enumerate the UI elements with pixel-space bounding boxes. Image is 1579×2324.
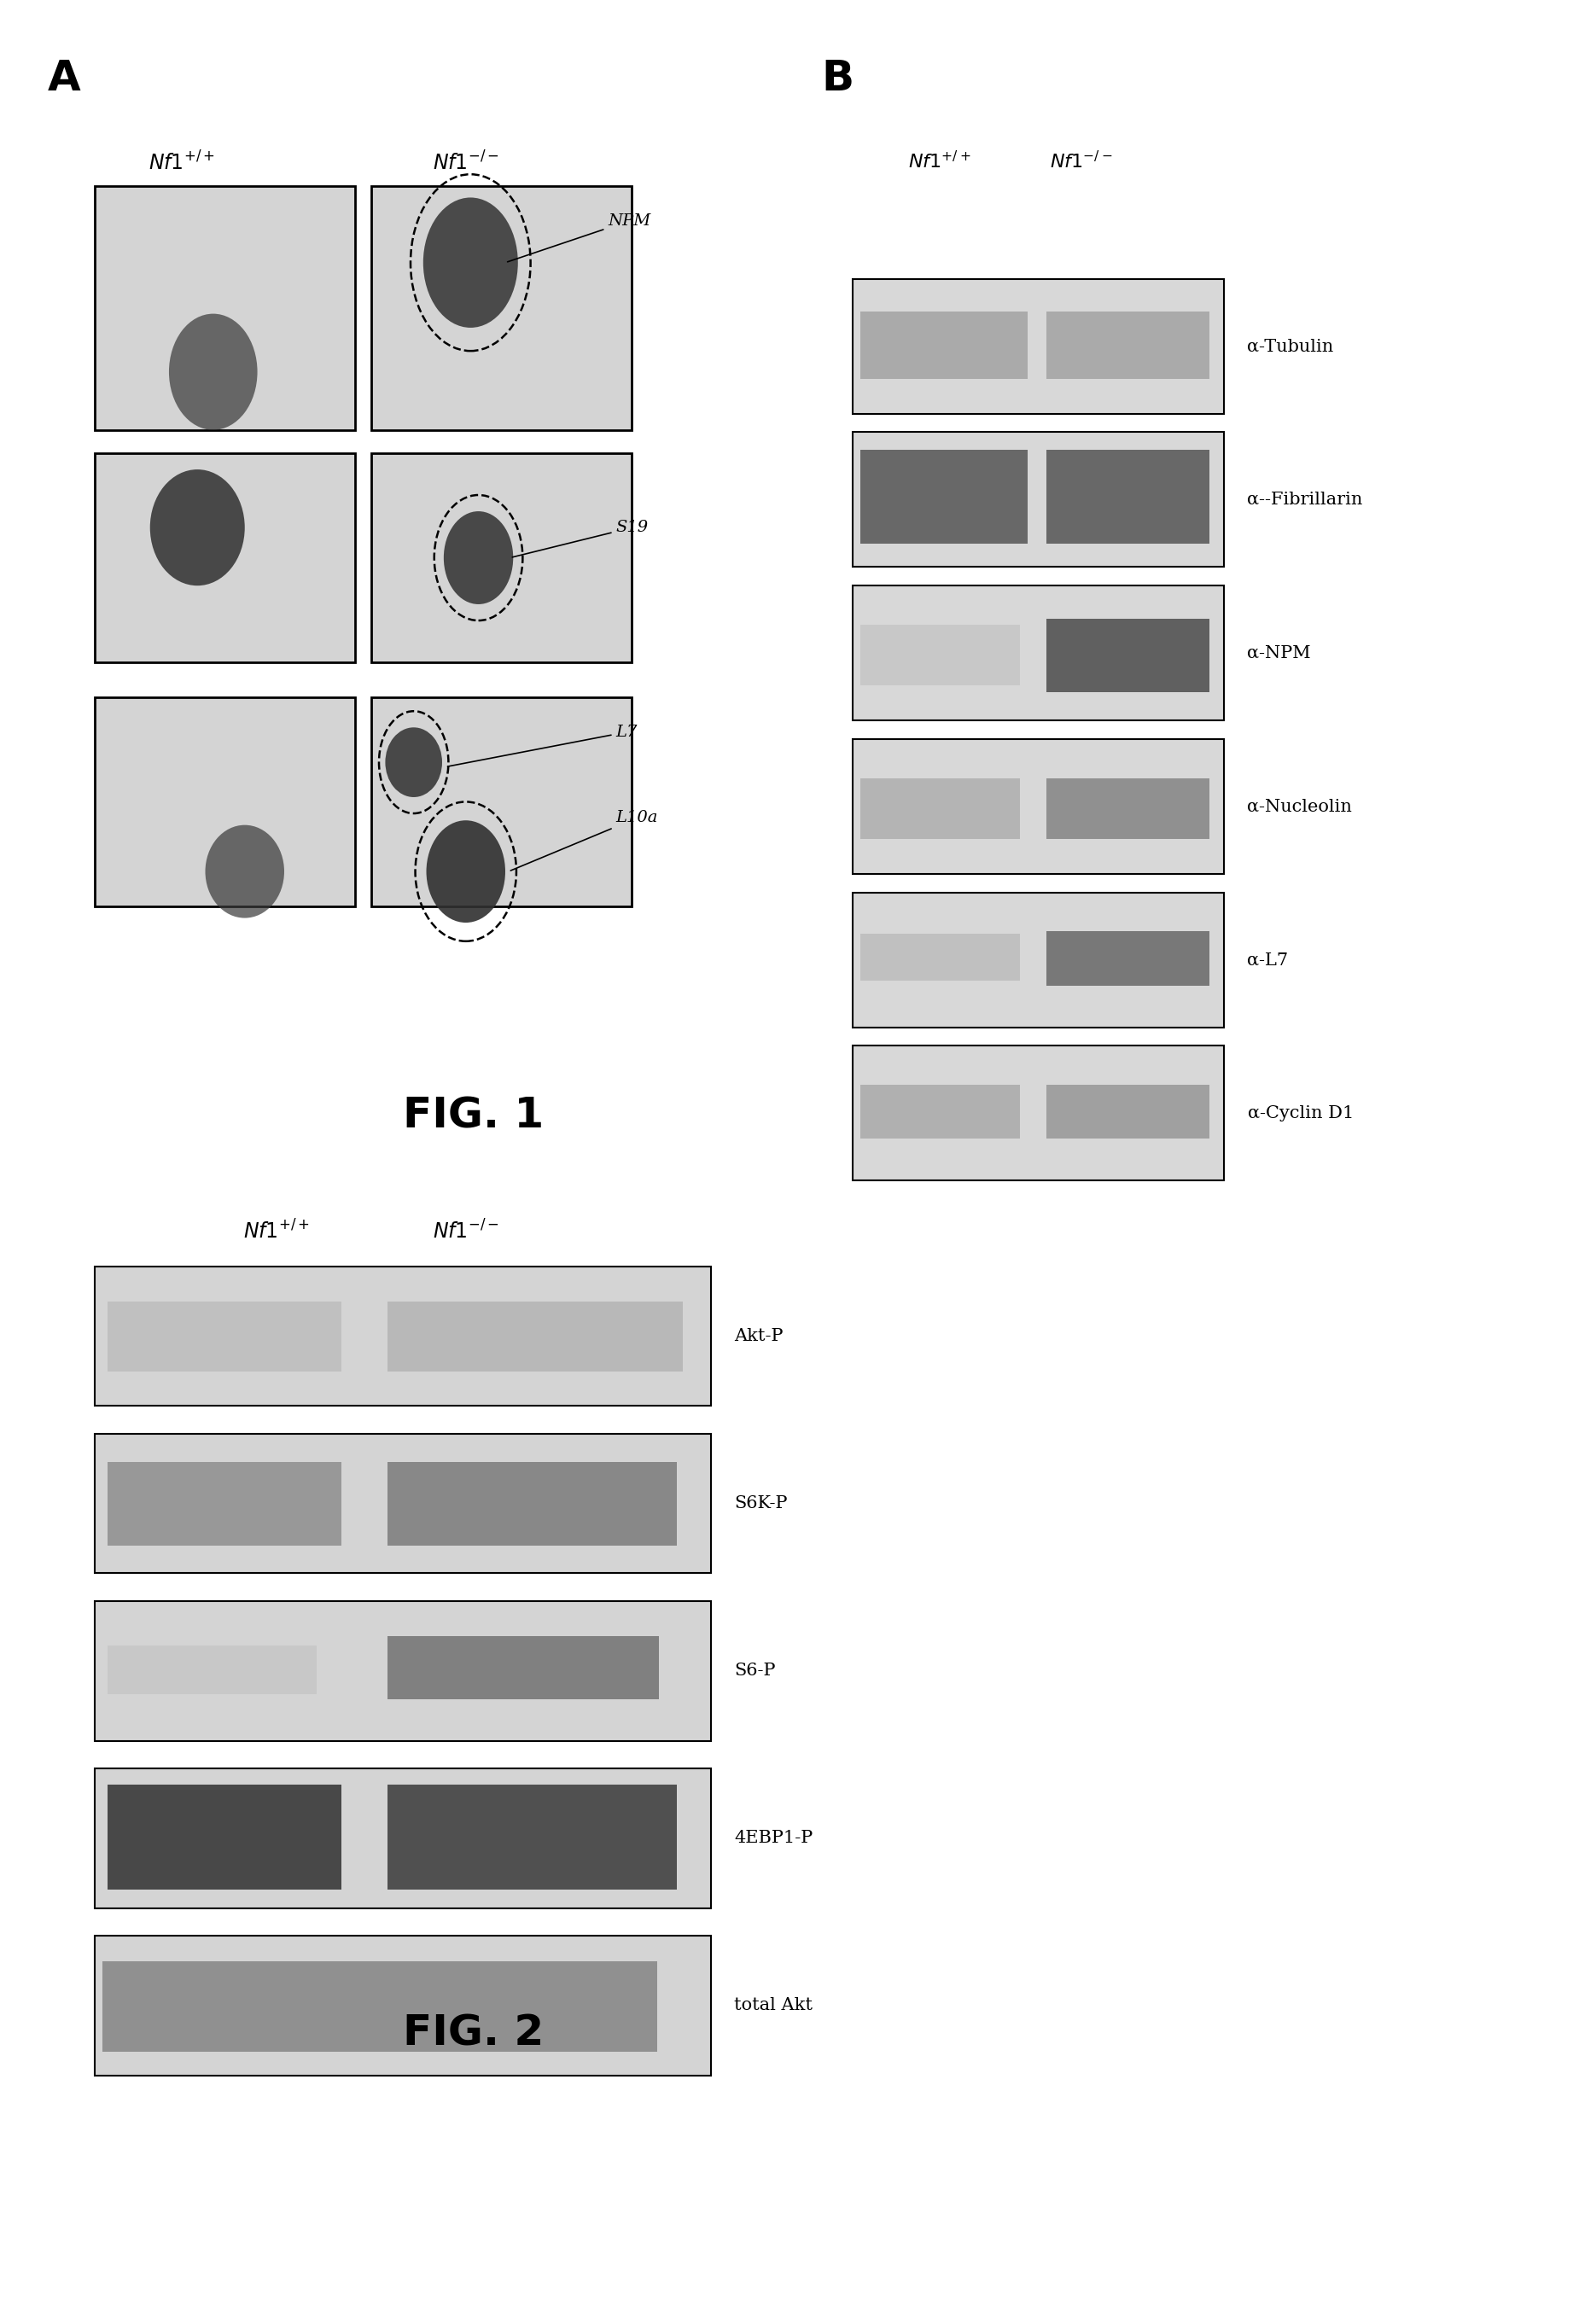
Text: α-L7: α-L7 <box>1247 953 1288 967</box>
FancyBboxPatch shape <box>95 697 355 906</box>
FancyBboxPatch shape <box>861 625 1020 686</box>
FancyBboxPatch shape <box>853 892 1224 1027</box>
FancyBboxPatch shape <box>861 934 1020 981</box>
FancyBboxPatch shape <box>853 279 1224 414</box>
FancyBboxPatch shape <box>388 1785 677 1889</box>
Text: $\it{Nf1}^{+/+}$: $\it{Nf1}^{+/+}$ <box>148 151 215 174</box>
FancyBboxPatch shape <box>388 1462 677 1545</box>
FancyBboxPatch shape <box>1045 311 1210 379</box>
FancyBboxPatch shape <box>95 1936 711 2075</box>
Text: $\it{Nf1^{-/-}}$: $\it{Nf1^{-/-}}$ <box>433 151 499 174</box>
FancyBboxPatch shape <box>1045 1085 1210 1139</box>
FancyBboxPatch shape <box>95 186 355 430</box>
FancyBboxPatch shape <box>107 1785 341 1889</box>
FancyBboxPatch shape <box>371 697 632 906</box>
Text: NPM: NPM <box>507 214 651 263</box>
Text: L7: L7 <box>447 725 638 767</box>
Text: α-Nucleolin: α-Nucleolin <box>1247 799 1352 813</box>
FancyBboxPatch shape <box>861 311 1028 379</box>
Ellipse shape <box>385 727 442 797</box>
Text: total Akt: total Akt <box>734 1999 813 2013</box>
Ellipse shape <box>426 820 505 923</box>
Text: $\it{Nf1}^{+/+}$: $\it{Nf1}^{+/+}$ <box>908 151 971 172</box>
Text: L10a: L10a <box>510 811 658 872</box>
FancyBboxPatch shape <box>95 1434 711 1573</box>
FancyBboxPatch shape <box>1045 449 1210 544</box>
FancyBboxPatch shape <box>95 1769 711 1908</box>
Text: A: A <box>47 58 81 100</box>
FancyBboxPatch shape <box>853 1046 1224 1181</box>
Text: α-Cyclin D1: α-Cyclin D1 <box>1247 1106 1353 1120</box>
FancyBboxPatch shape <box>107 1645 317 1694</box>
FancyBboxPatch shape <box>95 453 355 662</box>
FancyBboxPatch shape <box>371 186 632 430</box>
Text: S19: S19 <box>512 521 649 558</box>
FancyBboxPatch shape <box>95 1267 711 1406</box>
Text: $\it{Nf1^{-/-}}$: $\it{Nf1^{-/-}}$ <box>433 1220 499 1243</box>
FancyBboxPatch shape <box>1045 932 1210 985</box>
Text: Akt-P: Akt-P <box>734 1329 783 1343</box>
Text: FIG. 2: FIG. 2 <box>403 2013 545 2054</box>
FancyBboxPatch shape <box>1045 618 1210 693</box>
Text: $\it{Nf1}^{+/+}$: $\it{Nf1}^{+/+}$ <box>243 1220 309 1243</box>
FancyBboxPatch shape <box>861 779 1020 839</box>
Text: α-NPM: α-NPM <box>1247 646 1311 660</box>
FancyBboxPatch shape <box>1045 779 1210 839</box>
FancyBboxPatch shape <box>388 1636 658 1699</box>
Text: $\it{Nf1^{-/-}}$: $\it{Nf1^{-/-}}$ <box>1050 151 1113 172</box>
Ellipse shape <box>169 314 257 430</box>
FancyBboxPatch shape <box>388 1301 684 1371</box>
FancyBboxPatch shape <box>95 1601 711 1741</box>
Text: FIG. 1: FIG. 1 <box>403 1095 545 1136</box>
Text: S6-P: S6-P <box>734 1664 775 1678</box>
FancyBboxPatch shape <box>853 432 1224 567</box>
Text: S6K-P: S6K-P <box>734 1497 788 1511</box>
Ellipse shape <box>444 511 513 604</box>
FancyBboxPatch shape <box>861 449 1028 544</box>
FancyBboxPatch shape <box>371 453 632 662</box>
Ellipse shape <box>150 469 245 586</box>
FancyBboxPatch shape <box>853 586 1224 720</box>
Text: 4EBP1-P: 4EBP1-P <box>734 1831 813 1845</box>
Ellipse shape <box>423 198 518 328</box>
FancyBboxPatch shape <box>107 1301 341 1371</box>
FancyBboxPatch shape <box>861 1085 1020 1139</box>
Text: α-Tubulin: α-Tubulin <box>1247 339 1334 353</box>
Text: B: B <box>821 58 854 100</box>
Text: α--Fibrillarin: α--Fibrillarin <box>1247 493 1363 507</box>
FancyBboxPatch shape <box>853 739 1224 874</box>
FancyBboxPatch shape <box>103 1961 657 2052</box>
FancyBboxPatch shape <box>107 1462 341 1545</box>
Ellipse shape <box>205 825 284 918</box>
